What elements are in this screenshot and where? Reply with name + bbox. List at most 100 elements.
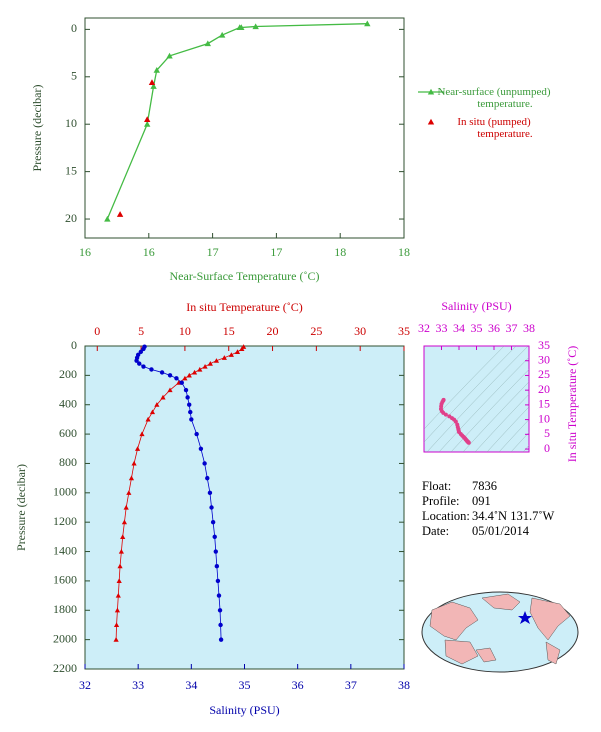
x-tick-label: 36 bbox=[292, 678, 304, 692]
info-label: Date: bbox=[422, 524, 449, 538]
marker bbox=[185, 395, 190, 400]
x-tick-label: 32 bbox=[79, 678, 91, 692]
marker bbox=[139, 431, 145, 437]
x-tick-label: 17 bbox=[207, 245, 219, 259]
x-tick-label: 17 bbox=[270, 245, 282, 259]
marker bbox=[218, 637, 224, 642]
info-label: Profile: bbox=[422, 494, 460, 508]
marker bbox=[128, 475, 135, 481]
x2-tick-label: 20 bbox=[267, 324, 279, 338]
x-tick-label: 35 bbox=[471, 321, 483, 335]
marker bbox=[137, 361, 142, 366]
x2-axis-label: In situ Temperature (˚C) bbox=[186, 300, 303, 314]
marker bbox=[104, 215, 111, 222]
x-tick-label: 37 bbox=[345, 678, 357, 692]
marker bbox=[166, 52, 173, 59]
x-axis-label: Salinity (PSU) bbox=[209, 703, 279, 717]
y-tick-label: 1400 bbox=[53, 543, 77, 557]
marker bbox=[216, 593, 222, 598]
y-tick-label: 10 bbox=[538, 411, 550, 425]
marker bbox=[213, 358, 220, 363]
info-value: 34.4˚N 131.7˚W bbox=[472, 509, 554, 523]
y-tick-label: 15 bbox=[538, 397, 550, 411]
marker bbox=[160, 394, 166, 400]
marker bbox=[194, 431, 199, 437]
marker bbox=[154, 402, 160, 407]
marker bbox=[148, 79, 156, 86]
marker bbox=[167, 373, 173, 378]
x2-tick-label: 25 bbox=[310, 324, 322, 338]
x-tick-label: 34 bbox=[453, 321, 465, 335]
x-tick-label: 32 bbox=[418, 321, 430, 335]
legend-marker bbox=[427, 118, 435, 125]
x2-tick-label: 5 bbox=[138, 324, 144, 338]
info-value: 091 bbox=[472, 494, 491, 508]
marker bbox=[214, 564, 220, 569]
marker bbox=[236, 24, 243, 31]
marker bbox=[218, 622, 223, 628]
marker bbox=[116, 211, 124, 217]
density-contour bbox=[462, 381, 529, 452]
y-tick-label: 10 bbox=[65, 116, 77, 130]
y-tick-label: 20 bbox=[538, 382, 550, 396]
y-tick-label: 400 bbox=[59, 396, 77, 410]
info-value: 05/01/2014 bbox=[472, 524, 530, 538]
marker bbox=[167, 387, 173, 393]
x-tick-label: 34 bbox=[185, 678, 197, 692]
density-contour bbox=[438, 356, 529, 452]
marker bbox=[174, 376, 179, 381]
x-tick-label: 18 bbox=[334, 245, 346, 259]
marker bbox=[239, 346, 245, 352]
density-contour bbox=[522, 445, 529, 452]
marker bbox=[118, 548, 124, 554]
marker bbox=[202, 461, 207, 466]
y-tick-label: 600 bbox=[59, 426, 77, 440]
marker bbox=[144, 116, 151, 123]
y-tick-label: 5 bbox=[71, 69, 77, 83]
y-tick-label: 5 bbox=[544, 426, 550, 440]
y-tick-label: 0 bbox=[71, 21, 77, 35]
ts-point bbox=[443, 412, 448, 417]
y-tick-label: 20 bbox=[65, 211, 77, 225]
marker bbox=[141, 364, 146, 369]
x-axis-label: Near-Surface Temperature (˚C) bbox=[170, 269, 320, 283]
marker bbox=[134, 446, 141, 451]
locator-map bbox=[421, 591, 579, 673]
density-contour bbox=[450, 369, 529, 452]
marker bbox=[145, 416, 151, 422]
x-tick-label: 18 bbox=[398, 245, 410, 259]
x2-tick-label: 30 bbox=[354, 324, 366, 338]
info-label: Float: bbox=[422, 479, 451, 493]
y-axis-label: Pressure (decibar) bbox=[30, 85, 44, 172]
marker bbox=[113, 637, 119, 642]
x2-tick-label: 0 bbox=[94, 324, 100, 338]
marker bbox=[212, 534, 217, 540]
y-tick-label: 0 bbox=[544, 441, 550, 455]
y-tick-label: 200 bbox=[59, 367, 77, 381]
density-contour bbox=[474, 393, 529, 452]
marker bbox=[202, 363, 208, 369]
density-contour bbox=[424, 346, 517, 443]
marker bbox=[121, 519, 128, 525]
marker bbox=[217, 608, 223, 613]
marker bbox=[179, 380, 184, 385]
y-tick-label: 15 bbox=[65, 163, 77, 177]
marker bbox=[116, 578, 122, 583]
y-axis-label: Pressure (decibar) bbox=[14, 464, 28, 551]
marker bbox=[188, 409, 193, 415]
legend-label: In situ (pumped) temperature. bbox=[457, 116, 533, 140]
y-tick-label: 25 bbox=[538, 367, 550, 381]
legend-label: Near-surface (unpumped) temperature. bbox=[437, 86, 550, 110]
marker bbox=[153, 66, 160, 73]
density-contour bbox=[498, 419, 529, 452]
marker bbox=[210, 519, 216, 525]
marker bbox=[113, 622, 120, 628]
marker bbox=[364, 20, 371, 27]
legend-marker bbox=[427, 88, 435, 95]
marker bbox=[213, 549, 218, 554]
y-tick-label: 35 bbox=[538, 338, 550, 352]
density-contour bbox=[510, 432, 529, 452]
marker bbox=[198, 446, 204, 451]
plot-background bbox=[84, 345, 405, 670]
